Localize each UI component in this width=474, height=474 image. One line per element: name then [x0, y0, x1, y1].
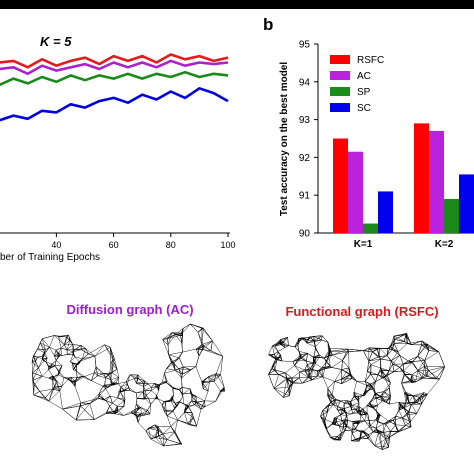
- legend-label-RSFC: RSFC: [357, 55, 384, 66]
- bar-chart-panel: b Test accuracy on the best model 90 91 92…: [263, 15, 474, 250]
- bar-y-tick-label: 93: [299, 115, 311, 126]
- bar-SP-K=2: [444, 198, 459, 233]
- legend-swatch-RSFC: [330, 55, 350, 64]
- line-chart-title: K = 5: [40, 34, 72, 49]
- line-x-tick-label: 40: [51, 240, 61, 250]
- meshRight-edges: [268, 333, 445, 450]
- legend-swatch-AC: [330, 71, 350, 80]
- bar-SP-K=1: [363, 223, 378, 233]
- top-band: [0, 0, 474, 9]
- legend-label-SC: SC: [357, 103, 371, 114]
- bar-chart-y-label: Test accuracy on the best model: [279, 62, 290, 217]
- bar-legend: RSFC AC SP SC: [330, 55, 384, 114]
- line-x-ticks: 40 60 80 100: [51, 233, 236, 250]
- line-x-tick-label: 100: [220, 240, 235, 250]
- functional-graph-title: Functional graph (RSFC): [285, 304, 438, 319]
- diffusion-graph-mesh: [31, 323, 225, 447]
- bar-y-tick-label: 94: [299, 77, 311, 88]
- legend-label-AC: AC: [357, 71, 371, 82]
- bar-x-labels: K=1 K=2: [354, 239, 454, 250]
- legend-swatch-SP: [330, 87, 350, 96]
- bar-SC-K=2: [459, 174, 474, 233]
- bar-y-ticks: 90 91 92 93 94 95: [299, 40, 318, 240]
- bar-group: [333, 123, 474, 233]
- panel-b-label: b: [263, 15, 273, 34]
- line-chart-panel: K = 5 40 60 80 100 ber of Training Epochs: [0, 34, 236, 263]
- legend-swatch-SC: [330, 103, 350, 112]
- bar-AC-K=2: [429, 130, 444, 233]
- bar-y-tick-label: 90: [299, 229, 311, 240]
- legend-label-SP: SP: [357, 87, 371, 98]
- bar-category-label: K=1: [354, 239, 373, 250]
- meshLeft-edges: [31, 323, 225, 447]
- line-x-tick-label: 80: [166, 240, 176, 250]
- bar-RSFC-K=1: [333, 138, 348, 233]
- bar-category-label: K=2: [435, 239, 454, 250]
- line-series-group: [0, 53, 229, 122]
- bar-y-tick-label: 92: [299, 153, 311, 164]
- diffusion-graph-title: Diffusion graph (AC): [66, 302, 193, 317]
- bar-y-tick-label: 95: [299, 40, 311, 51]
- bar-y-tick-label: 91: [299, 191, 311, 202]
- line-chart-x-label: ber of Training Epochs: [0, 252, 100, 263]
- line-series-0: [0, 53, 229, 69]
- line-series-3: [0, 87, 229, 122]
- line-series-2: [0, 70, 229, 87]
- bar-SC-K=1: [378, 191, 393, 233]
- line-series-1: [0, 59, 229, 76]
- bar-AC-K=1: [348, 151, 363, 233]
- line-x-tick-label: 60: [109, 240, 119, 250]
- bar-RSFC-K=2: [414, 123, 429, 233]
- functional-graph-mesh: [268, 333, 445, 450]
